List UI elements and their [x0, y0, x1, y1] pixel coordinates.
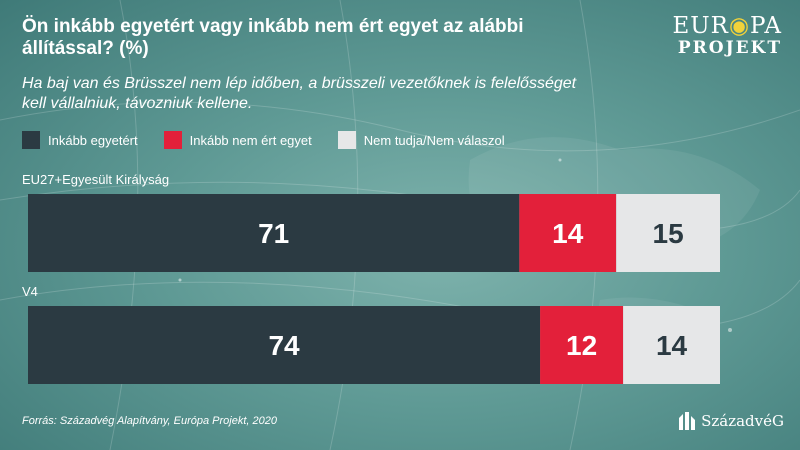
bar-agree-0	[28, 194, 520, 272]
logo-text-b: PA	[750, 13, 782, 39]
szazadveg-brand: SzázadvéG	[677, 410, 784, 432]
legend-swatch-dontknow	[337, 131, 356, 149]
bar-disagree-1	[540, 306, 624, 384]
legend-swatch-disagree	[163, 131, 182, 149]
legend-label-agree: Inkább egyetért	[48, 132, 138, 148]
chart-subtitle: Ha baj van és Brüsszel nem lép időben, a…	[22, 75, 577, 112]
europa-projekt-logo: EUR◉PA PROJEKT	[672, 14, 782, 58]
legend-item-agree: Inkább egyetért	[22, 131, 138, 149]
data-label-agree-1: 74	[268, 330, 300, 361]
group-label-v4: V4	[22, 284, 38, 299]
source-note: Forrás: Századvég Alapítvány, Európa Pro…	[22, 415, 277, 427]
map-pin-icon: ◉	[728, 13, 751, 39]
bar-dontknow-0	[616, 194, 720, 272]
legend-swatch-agree	[22, 131, 40, 149]
logo-text-a: EUR	[672, 13, 729, 39]
data-label-dontknow-1: 14	[656, 330, 688, 361]
legend-item-disagree: Inkább nem ért egyet	[163, 131, 312, 149]
szazadveg-emblem-icon	[679, 412, 696, 430]
data-label-disagree-0: 14	[552, 218, 584, 249]
data-label-disagree-1: 12	[566, 330, 597, 361]
bar-disagree-0	[519, 194, 617, 272]
legend: Inkább egyetért Inkább nem ért egyet Nem…	[22, 131, 531, 149]
legend-label-dontknow: Nem tudja/Nem válaszol	[363, 132, 505, 148]
bar-dontknow-1	[623, 306, 720, 384]
data-label-dontknow-0: 15	[653, 218, 684, 249]
legend-label-disagree: Inkább nem ért egyet	[189, 132, 312, 148]
data-label-agree-0: 71	[258, 218, 289, 249]
bar-agree-1	[28, 306, 541, 384]
brand-text: SzázadvéG	[701, 412, 784, 430]
legend-item-dontknow: Nem tudja/Nem válaszol	[337, 131, 505, 149]
chart-title: Ön inkább egyetért vagy inkább nem ért e…	[22, 16, 524, 59]
logo-text-projekt: PROJEKT	[677, 38, 782, 58]
group-label-eu27: EU27+Egyesült Királyság	[22, 172, 170, 187]
